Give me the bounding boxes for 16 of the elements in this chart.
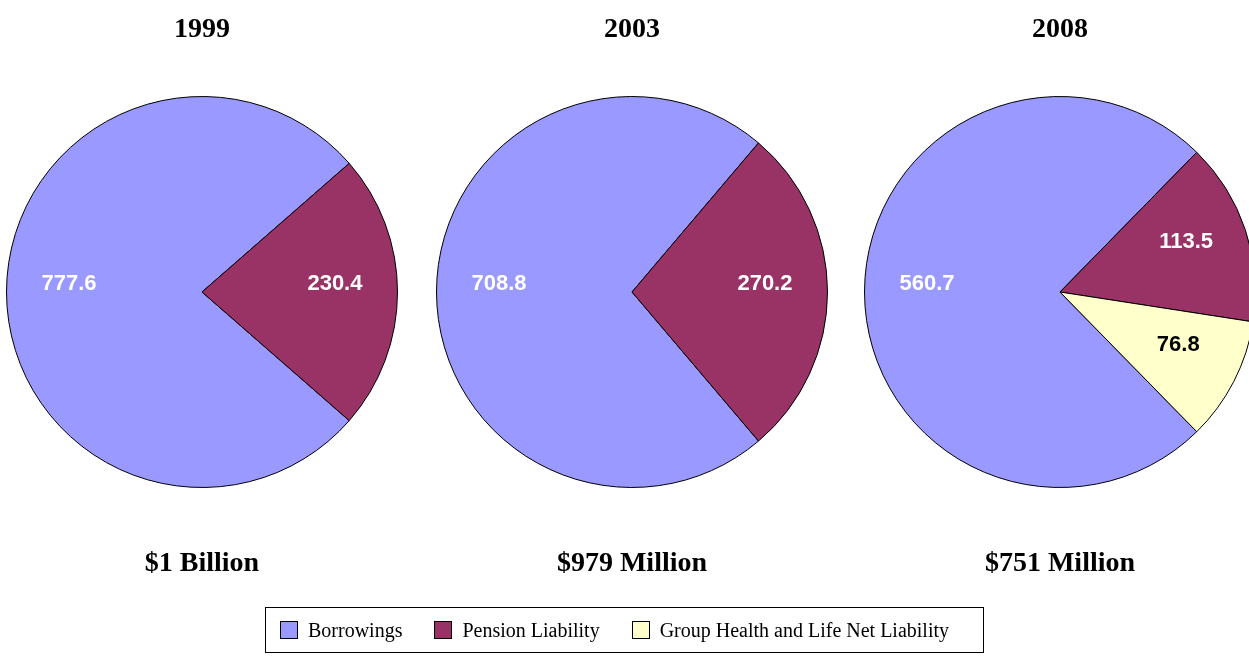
text: $1 Billion xyxy=(143,546,261,578)
text: $751 Million xyxy=(983,546,1137,578)
data-label: 560.7 xyxy=(899,270,955,296)
chart-title: 2003 xyxy=(603,12,661,44)
data-label: 708.8 xyxy=(471,270,527,296)
data-label: 76.8 xyxy=(1156,330,1200,356)
chart-title: 2008 xyxy=(1031,12,1089,44)
data-label: 230.4 xyxy=(307,270,364,296)
data-label: 270.2 xyxy=(737,270,793,296)
data-label: 777.6 xyxy=(41,270,97,296)
chart-title: 1999 xyxy=(173,12,231,44)
legend-label: Borrowings xyxy=(308,618,403,642)
data-label: 113.5 xyxy=(1159,228,1214,254)
legend-label: Group Health and Life Net Liability xyxy=(659,618,950,642)
text: $979 Million xyxy=(555,546,709,578)
legend-label: Pension Liability xyxy=(462,618,600,642)
